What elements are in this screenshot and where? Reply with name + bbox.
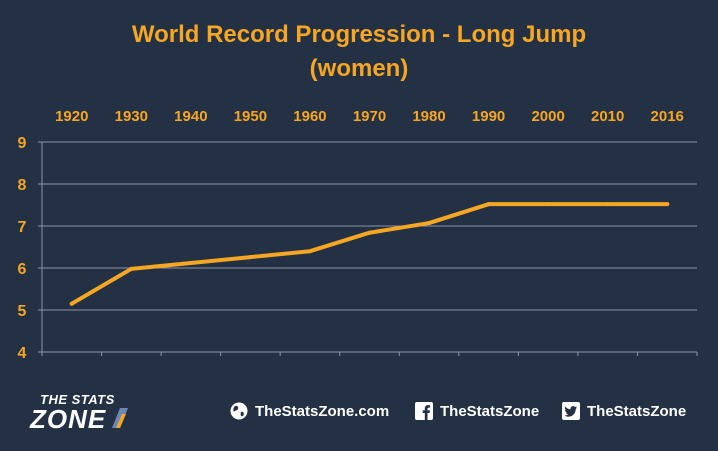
facebook-icon [415,402,433,420]
chart-title: World Record Progression - Long Jump [131,21,587,48]
x-tick-label: 2016 [651,108,684,125]
data-point [188,260,193,265]
series-layer [69,202,670,306]
globe-icon [230,402,248,420]
twitter-icon [562,402,580,420]
data-point [69,301,74,306]
data-point [367,230,372,235]
x-tick-label: 1990 [472,108,505,125]
data-point [546,202,551,207]
data-point [486,202,491,207]
data-point [427,221,432,226]
x-tick-label: 1950 [234,108,267,125]
website-link[interactable]: TheStatsZone.com [230,402,389,420]
y-tick-label: 6 [18,261,27,278]
chart-subtitle: (women) [309,55,409,82]
logo-accent-icon [112,408,128,428]
data-point [605,202,610,207]
x-tick-label: 1960 [293,108,326,125]
y-tick-label: 8 [18,177,27,194]
data-point [248,255,253,260]
x-tick-label: 2000 [531,108,564,125]
x-tick-label: 1930 [115,108,148,125]
y-tick-labels: 4 5 6 7 8 9 [18,135,27,362]
logo-line-2: ZONE [30,404,107,434]
logo-line-1: THE STATS [40,392,115,407]
website-text: TheStatsZone.com [255,402,390,420]
twitter-link[interactable]: TheStatsZone [562,402,686,420]
y-tick-label: 4 [18,345,27,362]
stats-zone-logo: THE STATS ZONE [22,390,152,436]
x-tick-label: 2010 [591,108,624,125]
x-tick-label: 1920 [55,108,88,125]
x-tick-label: 1940 [174,108,207,125]
x-tick-labels: 1920 1930 1940 1950 1960 1970 1980 1990 2000 2010… [55,108,684,125]
chart-title-block: World Record Progression - Long Jump (wo… [0,18,718,86]
grid-lines [42,141,697,311]
data-point [665,202,670,207]
chart-axes [38,141,698,356]
x-tick-label: 1970 [353,108,386,125]
x-tick-label: 1980 [412,108,445,125]
data-point [307,249,312,254]
y-tick-label: 5 [18,303,27,320]
series-line-0 [69,202,670,306]
facebook-link[interactable]: TheStatsZone [415,402,539,420]
footer: THE STATS ZONE TheStatsZone.com TheStats… [0,388,718,438]
y-tick-label: 7 [18,219,27,236]
data-point [129,266,134,271]
twitter-text: TheStatsZone [587,402,687,420]
y-tick-label: 9 [18,135,27,152]
facebook-text: TheStatsZone [440,402,540,420]
